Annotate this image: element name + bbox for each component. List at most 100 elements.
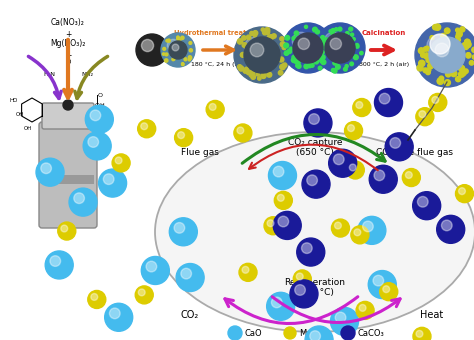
Circle shape — [244, 67, 249, 72]
Circle shape — [350, 62, 354, 66]
Circle shape — [416, 108, 434, 126]
Circle shape — [41, 163, 52, 174]
Text: O: O — [65, 59, 71, 65]
Circle shape — [290, 280, 318, 308]
Circle shape — [284, 327, 296, 339]
Circle shape — [322, 42, 326, 46]
FancyBboxPatch shape — [42, 103, 94, 129]
Circle shape — [429, 94, 447, 112]
Circle shape — [323, 40, 326, 43]
Circle shape — [301, 243, 312, 253]
Circle shape — [458, 65, 465, 71]
Circle shape — [178, 39, 181, 42]
Circle shape — [178, 132, 184, 139]
Circle shape — [251, 73, 255, 77]
Circle shape — [45, 251, 73, 279]
Circle shape — [338, 27, 342, 31]
Circle shape — [320, 46, 324, 49]
Circle shape — [353, 99, 371, 117]
Circle shape — [274, 191, 292, 209]
Circle shape — [419, 111, 426, 118]
Circle shape — [293, 33, 323, 63]
Circle shape — [390, 138, 401, 148]
Circle shape — [272, 297, 282, 308]
Circle shape — [307, 175, 318, 186]
Circle shape — [359, 305, 366, 311]
Circle shape — [426, 58, 430, 63]
Circle shape — [441, 33, 446, 39]
Circle shape — [429, 37, 465, 73]
Circle shape — [465, 39, 469, 44]
Circle shape — [333, 61, 337, 65]
Circle shape — [456, 38, 460, 42]
Circle shape — [246, 70, 251, 75]
Text: HO: HO — [10, 98, 18, 103]
Text: +: + — [65, 30, 71, 39]
Circle shape — [136, 34, 168, 66]
Circle shape — [304, 109, 332, 137]
Circle shape — [374, 170, 384, 181]
Circle shape — [166, 39, 168, 42]
Text: O: O — [98, 93, 103, 98]
Text: Hydrothermal treatment: Hydrothermal treatment — [174, 30, 266, 36]
Circle shape — [206, 100, 224, 118]
Circle shape — [331, 29, 335, 32]
Circle shape — [460, 27, 465, 32]
Circle shape — [330, 38, 341, 50]
Circle shape — [355, 44, 359, 47]
Circle shape — [318, 66, 322, 70]
Circle shape — [182, 63, 184, 65]
Circle shape — [165, 53, 168, 56]
Text: MgO: MgO — [299, 328, 318, 338]
Circle shape — [304, 64, 309, 69]
Circle shape — [323, 42, 327, 46]
Circle shape — [256, 72, 260, 76]
Circle shape — [354, 229, 361, 236]
Circle shape — [237, 65, 242, 69]
Circle shape — [331, 219, 349, 237]
Circle shape — [320, 55, 325, 60]
Circle shape — [188, 59, 191, 61]
Circle shape — [335, 28, 338, 31]
Circle shape — [356, 102, 363, 108]
Circle shape — [324, 32, 342, 50]
Circle shape — [335, 222, 341, 229]
Text: NH₂: NH₂ — [81, 72, 93, 77]
Circle shape — [427, 35, 449, 57]
Circle shape — [427, 68, 431, 72]
Circle shape — [174, 129, 192, 147]
Circle shape — [243, 68, 248, 73]
Circle shape — [228, 326, 242, 340]
Circle shape — [282, 46, 286, 50]
Circle shape — [328, 149, 356, 177]
Circle shape — [273, 211, 301, 239]
Circle shape — [464, 69, 468, 73]
Circle shape — [167, 39, 179, 51]
Circle shape — [137, 120, 155, 138]
Circle shape — [278, 216, 289, 227]
Circle shape — [430, 34, 450, 54]
Circle shape — [314, 59, 319, 64]
Circle shape — [242, 43, 247, 47]
Circle shape — [435, 43, 449, 57]
Circle shape — [472, 47, 474, 53]
Text: NH₂: NH₂ — [91, 113, 103, 118]
Text: OH: OH — [91, 103, 105, 108]
Circle shape — [267, 292, 295, 320]
Circle shape — [268, 162, 296, 189]
Circle shape — [264, 28, 270, 33]
Circle shape — [283, 63, 287, 67]
Circle shape — [346, 32, 349, 35]
Circle shape — [269, 35, 273, 40]
Circle shape — [331, 68, 335, 72]
Circle shape — [322, 44, 326, 47]
Circle shape — [425, 46, 429, 51]
Circle shape — [234, 27, 290, 83]
Circle shape — [456, 28, 459, 32]
Circle shape — [438, 78, 443, 83]
Text: CO₂ capture
(650 °C): CO₂ capture (650 °C) — [288, 138, 342, 157]
Circle shape — [261, 28, 264, 31]
Circle shape — [209, 103, 216, 110]
Circle shape — [181, 268, 191, 279]
Circle shape — [273, 166, 284, 177]
